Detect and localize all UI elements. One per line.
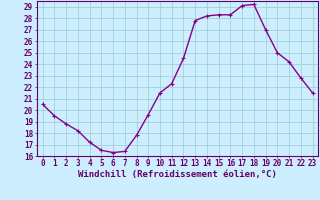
X-axis label: Windchill (Refroidissement éolien,°C): Windchill (Refroidissement éolien,°C) bbox=[78, 170, 277, 179]
